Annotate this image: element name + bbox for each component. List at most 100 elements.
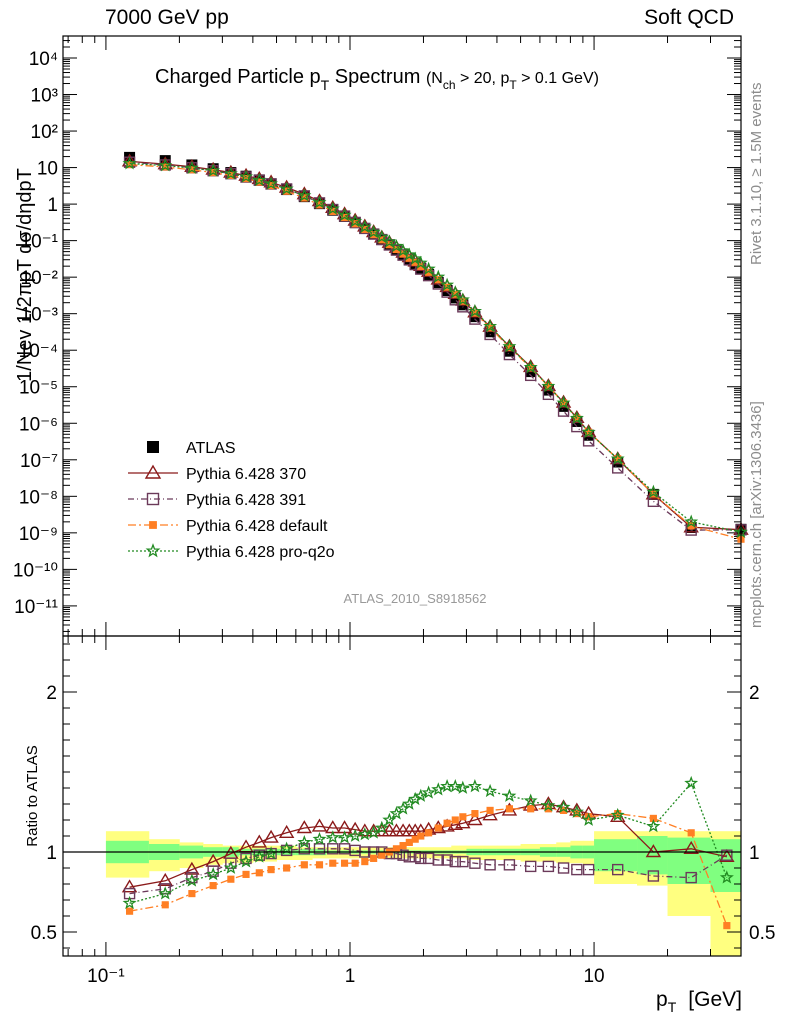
marker-star (610, 807, 625, 822)
marker-small-square (149, 521, 157, 529)
marker-open-square (571, 863, 583, 876)
marker-star (297, 188, 312, 202)
marker-star (337, 207, 352, 221)
ratio-uncertainty-bands (105, 831, 742, 956)
marker-small-square (405, 254, 413, 262)
header-category-label: Soft QCD (644, 6, 734, 29)
series-line (129, 161, 742, 531)
marker-small-square (255, 869, 263, 877)
series-line (129, 164, 742, 540)
marker-star (279, 841, 294, 855)
ratio-y-tick-label-right: 1 (749, 843, 760, 864)
marker-small-square (614, 810, 622, 818)
marker-triangle (645, 844, 662, 858)
marker-open-square (524, 860, 537, 873)
marker-triangle (347, 821, 363, 835)
marker-star (382, 234, 397, 248)
axis-labels: 10⁻¹¹10⁻¹⁰10⁻⁹10⁻⁸10⁻⁷10⁻⁶10⁻⁵10⁻⁴10⁻³10… (13, 49, 776, 1015)
marker-star (467, 303, 483, 318)
marker-small-square (417, 832, 425, 840)
marker-star (421, 785, 436, 799)
y-tick-label: 10⁻² (21, 268, 59, 289)
marker-star (719, 870, 734, 884)
marker-small-square (378, 851, 386, 859)
marker-star (348, 213, 363, 228)
marker-star (184, 873, 199, 887)
marker-open-square (557, 862, 570, 874)
marker-open-square (225, 857, 237, 869)
marker-small-square (161, 901, 169, 909)
marker-star (455, 780, 470, 794)
marker-star (122, 156, 137, 170)
ratio-y-tick-label: 1 (46, 843, 57, 864)
marker-small-square (687, 829, 695, 837)
marker-square (147, 441, 159, 453)
marker-small-square (209, 882, 217, 890)
marker-small-square (242, 870, 250, 878)
marker-small-square (188, 890, 196, 898)
y-tick-label: 10⁻³ (21, 305, 59, 326)
marker-star (448, 285, 463, 299)
marker-star (413, 788, 428, 802)
marker-triangle (482, 807, 498, 821)
marker-star (440, 277, 455, 291)
marker-star (523, 359, 538, 374)
marker-small-square (392, 245, 401, 254)
marker-star (448, 779, 463, 793)
ratio-plot-frame (62, 635, 742, 957)
marker-star (145, 543, 161, 558)
marker-triangle (121, 879, 138, 893)
marker-small-square (361, 858, 369, 866)
ratio-axis-title: Ratio to ATLAS (24, 745, 41, 846)
marker-open-square (503, 859, 516, 871)
ratio-y-tick-label-right: 0.5 (749, 923, 775, 944)
marker-small-square (451, 816, 459, 824)
marker-star (252, 172, 267, 187)
ratio-y-tick-label-right: 2 (749, 683, 760, 704)
marker-small-square (283, 864, 291, 872)
marker-open-square (469, 857, 481, 869)
marker-triangle (311, 818, 328, 832)
marker-small-square (649, 814, 657, 822)
marker-small-square (443, 819, 451, 827)
legend-label: Pythia 6.428 default (186, 518, 328, 535)
marker-small-square (544, 382, 552, 390)
marker-open-square (612, 863, 624, 876)
marker-star (312, 195, 327, 209)
legend: ATLAS Pythia 6.428 370 Pythia 6.428 391 Pyt… (128, 440, 335, 561)
ratio-y-tick-label: 0.5 (31, 923, 57, 944)
marker-open-square (146, 492, 160, 506)
marker-star (279, 181, 294, 195)
marker-open-square (415, 852, 427, 865)
marker-open-square (647, 870, 660, 882)
y-tick-label: 10 (37, 159, 58, 180)
marker-small-square (585, 813, 593, 821)
analysis-label: ATLAS_2010_S8918562 (344, 591, 487, 606)
marker-small-square (527, 805, 535, 813)
x-tick-label: 1 (345, 966, 356, 987)
marker-open-square (432, 854, 444, 866)
legend-label: ATLAS (186, 440, 236, 457)
marker-small-square (126, 907, 134, 915)
y-tick-label: 10⁻¹⁰ (13, 560, 58, 581)
marker-star (646, 819, 661, 833)
marker-star (455, 292, 470, 306)
marker-star (184, 160, 199, 174)
marker-small-square (405, 838, 413, 846)
marker-triangle (683, 840, 699, 854)
marker-triangle (719, 848, 735, 862)
marker-small-square (471, 810, 479, 818)
marker-small-square (392, 845, 401, 853)
x-axis-title: pT [GeV] (656, 988, 742, 1015)
marker-open-square (685, 871, 697, 884)
marker-star (483, 319, 498, 333)
y-axis-title: 1/Nev 1/2πpT dσ/dηdpT (14, 168, 36, 382)
marker-small-square (505, 805, 513, 813)
marker-small-square (411, 835, 419, 843)
marker-star (581, 812, 596, 826)
marker-small-square (370, 854, 378, 862)
marker-small-square (417, 262, 425, 270)
marker-small-square (300, 861, 308, 869)
y-tick-label: 10⁻⁵ (19, 378, 58, 399)
